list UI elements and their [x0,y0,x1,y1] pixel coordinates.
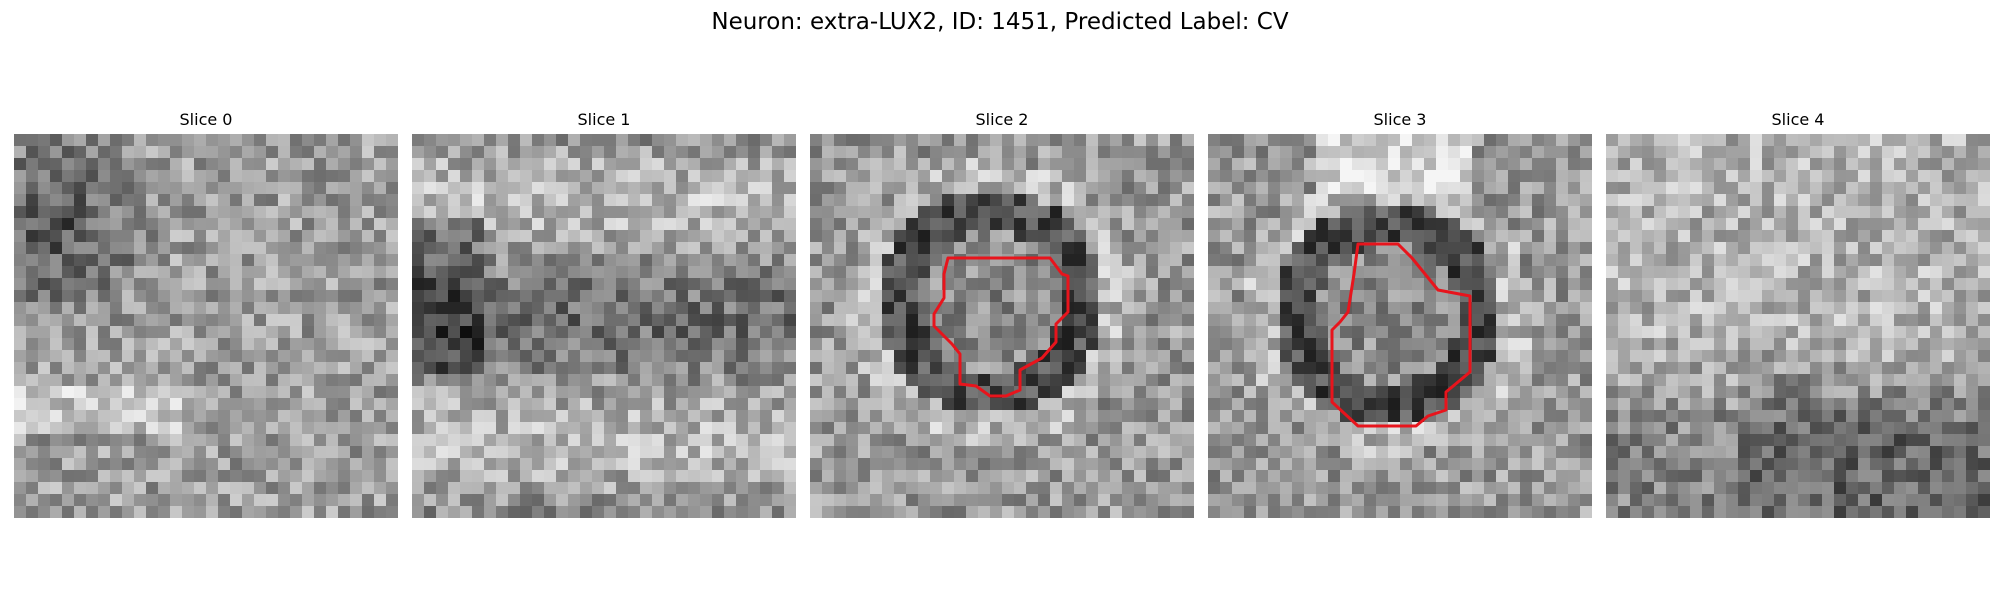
slice-image [14,134,398,518]
slice-panel-1: Slice 1 [412,110,796,518]
slice-title: Slice 2 [975,110,1029,129]
slice-image [810,134,1194,518]
slice-title: Slice 0 [179,110,233,129]
slice-panel-4: Slice 4 [1606,110,1990,518]
slice-image [1208,134,1592,518]
slice-panel-3: Slice 3 [1208,110,1592,518]
figure-title: Neuron: extra-LUX2, ID: 1451, Predicted … [711,9,1289,35]
slice-title: Slice 3 [1373,110,1427,129]
slice-panel-2: Slice 2 [810,110,1194,518]
slice-title: Slice 4 [1771,110,1825,129]
segmentation-outline [932,256,1070,398]
segmentation-outline [1330,242,1472,428]
slice-image [412,134,796,518]
slice-panel-0: Slice 0 [14,110,398,518]
slice-title: Slice 1 [577,110,631,129]
slice-image [1606,134,1990,518]
